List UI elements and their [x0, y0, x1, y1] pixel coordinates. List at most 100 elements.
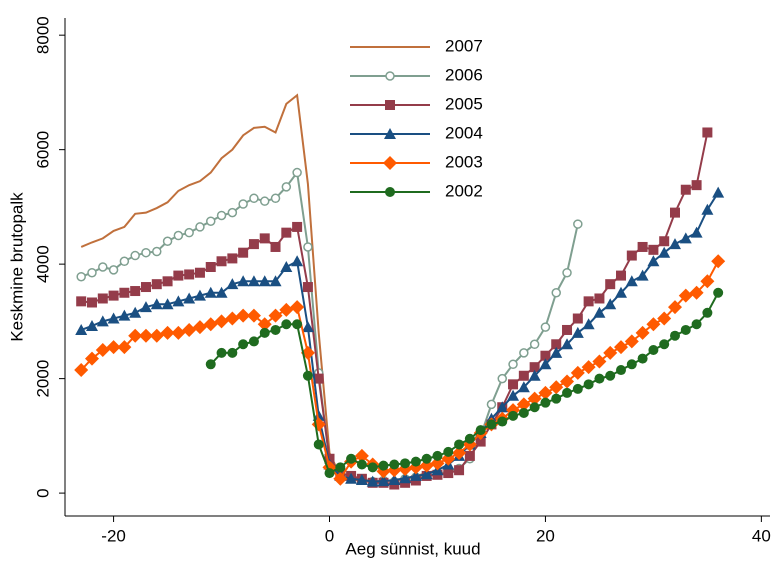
data-point	[540, 350, 551, 361]
data-point	[592, 354, 607, 369]
data-point	[301, 321, 314, 333]
data-point	[691, 180, 702, 191]
x-tick-label: 20	[536, 526, 555, 545]
data-point	[149, 328, 164, 343]
legend-marker	[384, 128, 396, 139]
x-axis-label: Aeg sünnist, kuud	[345, 539, 480, 558]
data-point	[119, 287, 130, 298]
legend-label: 2003	[445, 152, 483, 171]
data-point	[216, 347, 227, 358]
data-point	[214, 314, 229, 329]
data-point	[561, 338, 574, 350]
data-point	[246, 308, 261, 323]
data-point	[249, 193, 259, 204]
data-point	[356, 459, 367, 470]
data-point	[205, 262, 216, 272]
data-point	[583, 296, 594, 307]
data-point	[518, 407, 529, 418]
data-point	[248, 239, 259, 250]
data-point	[713, 287, 724, 298]
data-point	[173, 270, 184, 281]
data-point	[279, 302, 294, 317]
data-point	[184, 269, 195, 280]
data-point	[291, 255, 304, 267]
data-point	[625, 275, 638, 287]
data-point	[690, 226, 703, 238]
data-point	[193, 289, 206, 301]
data-point	[345, 472, 358, 484]
data-point	[712, 186, 725, 198]
data-point	[626, 359, 637, 370]
data-point	[129, 306, 142, 318]
data-point	[562, 324, 573, 335]
data-point	[162, 236, 173, 246]
data-point	[366, 475, 379, 487]
data-point	[270, 241, 281, 252]
data-point	[151, 279, 162, 290]
data-point	[475, 425, 486, 436]
data-point	[400, 458, 411, 469]
data-point	[573, 219, 583, 229]
data-point	[648, 345, 659, 355]
data-point	[195, 222, 205, 232]
data-point	[679, 232, 692, 244]
data-point	[183, 292, 196, 304]
data-point	[269, 275, 282, 287]
data-point	[571, 326, 584, 338]
data-point	[614, 340, 629, 355]
data-point	[281, 227, 292, 238]
data-point	[691, 319, 702, 330]
data-point	[388, 473, 401, 485]
data-point	[97, 293, 108, 304]
data-point	[475, 436, 486, 447]
data-point	[206, 216, 216, 226]
data-point	[646, 317, 661, 332]
data-point	[605, 370, 616, 381]
data-point	[399, 472, 412, 484]
data-point	[139, 301, 152, 313]
data-point	[669, 330, 680, 341]
data-point	[680, 184, 691, 195]
data-point	[516, 397, 531, 412]
data-point	[238, 247, 249, 258]
y-axis-label: Keskmine brutopalk	[7, 192, 26, 342]
data-point	[160, 325, 175, 340]
data-point	[635, 325, 650, 340]
y-tick-label: 2000	[33, 360, 52, 398]
data-point	[636, 269, 649, 281]
data-point	[616, 270, 627, 281]
data-point	[335, 462, 346, 473]
data-point	[389, 459, 400, 470]
data-point	[680, 324, 691, 335]
data-point	[152, 246, 162, 257]
data-point	[657, 311, 672, 326]
data-point	[701, 203, 714, 215]
data-point	[604, 298, 617, 310]
data-point	[409, 469, 422, 481]
data-point	[507, 389, 520, 401]
data-point	[257, 317, 272, 332]
legend-label: 2007	[445, 36, 483, 55]
data-point	[76, 296, 87, 307]
data-point	[626, 250, 637, 261]
data-point	[130, 250, 140, 261]
data-point	[560, 374, 575, 389]
data-point	[302, 370, 313, 381]
data-point	[711, 254, 726, 269]
data-point	[594, 293, 605, 304]
data-point	[550, 346, 563, 358]
data-point	[238, 339, 249, 350]
legend-marker	[383, 156, 397, 170]
data-point	[689, 285, 704, 300]
data-point	[98, 262, 108, 272]
data-point	[551, 393, 562, 404]
data-point	[700, 274, 715, 289]
data-point	[130, 286, 141, 297]
data-point	[215, 286, 228, 298]
data-point	[346, 453, 357, 464]
data-point	[572, 383, 583, 394]
data-point	[259, 233, 270, 244]
data-point	[486, 419, 497, 430]
data-point	[624, 334, 639, 349]
